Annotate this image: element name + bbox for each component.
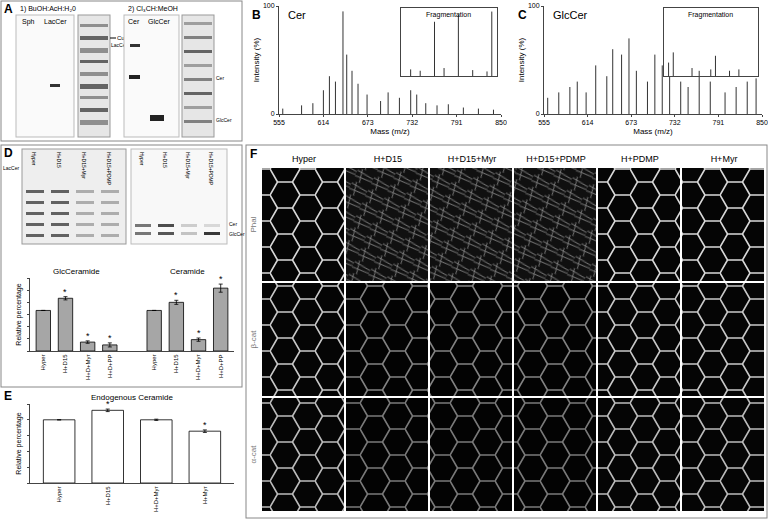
svg-text:Hyper: Hyper: [139, 152, 145, 166]
svg-text:791: 791: [451, 119, 463, 126]
svg-text:*: *: [106, 399, 110, 409]
svg-text:0: 0: [536, 110, 540, 117]
svg-text:H+D+Myr: H+D+Myr: [85, 354, 91, 380]
svg-text:Hyper: Hyper: [151, 354, 157, 370]
svg-text:H+D15+PDMP: H+D15+PDMP: [106, 152, 112, 186]
svg-text:Endogenous Ceramide: Endogenous Ceramide: [91, 393, 173, 402]
svg-text:H+D+Myr: H+D+Myr: [195, 354, 201, 380]
svg-text:LacCer: LacCer: [44, 18, 67, 25]
svg-text:β-cat: β-cat: [249, 330, 258, 349]
svg-text:D: D: [4, 146, 13, 160]
svg-text:Relative percentage: Relative percentage: [15, 412, 23, 474]
svg-text:*: *: [203, 420, 207, 430]
svg-text:GlcCer: GlcCer: [148, 18, 170, 25]
svg-text:Relative percentage: Relative percentage: [15, 283, 23, 345]
svg-text:H+D15: H+D15: [162, 152, 168, 168]
svg-text:H+D+PP: H+D+PP: [107, 354, 113, 378]
svg-text:H+D+PP: H+D+PP: [218, 354, 224, 378]
svg-text:732: 732: [669, 119, 681, 126]
svg-text:Sph: Sph: [22, 18, 35, 26]
svg-text:H+D15+Myr: H+D15+Myr: [81, 152, 87, 179]
svg-text:2) Cl₃CH:MeOH: 2) Cl₃CH:MeOH: [128, 5, 178, 13]
svg-text:GlcCeramide: GlcCeramide: [53, 267, 100, 276]
svg-text:B: B: [252, 8, 261, 22]
svg-text:Intensity (%): Intensity (%): [517, 37, 526, 82]
svg-text:*: *: [174, 290, 178, 300]
svg-text:Hyper: Hyper: [292, 154, 316, 164]
svg-text:H+D+Myr: H+D+Myr: [153, 486, 159, 512]
svg-text:Phal: Phal: [249, 216, 258, 232]
svg-text:H+D15+PDMP: H+D15+PDMP: [526, 154, 586, 164]
svg-text:H+D15+PDMP: H+D15+PDMP: [208, 152, 214, 186]
svg-text:H+D15: H+D15: [105, 486, 111, 506]
svg-text:α-cat: α-cat: [249, 445, 258, 464]
svg-text:H+D15: H+D15: [62, 354, 68, 374]
svg-text:Hyper: Hyper: [31, 152, 37, 166]
svg-text:*: *: [63, 287, 67, 297]
svg-text:0: 0: [271, 110, 275, 117]
svg-text:E: E: [4, 389, 12, 403]
svg-text:H+D15: H+D15: [56, 152, 62, 168]
svg-text:Intensity (%): Intensity (%): [252, 37, 261, 82]
svg-text:732: 732: [406, 119, 418, 126]
svg-text:791: 791: [713, 119, 725, 126]
svg-text:H+D15: H+D15: [374, 154, 402, 164]
svg-text:100: 100: [263, 2, 275, 9]
svg-text:Mass (m/z): Mass (m/z): [370, 127, 410, 136]
svg-text:LacCer: LacCer: [111, 42, 128, 48]
svg-text:614: 614: [318, 119, 330, 126]
svg-text:H+PDMP: H+PDMP: [621, 154, 659, 164]
svg-text:*: *: [86, 331, 90, 341]
svg-text:H+Myr: H+Myr: [711, 154, 738, 164]
svg-text:H+Myr: H+Myr: [202, 486, 208, 504]
svg-text:1) BuOH:AcH:H₂0: 1) BuOH:AcH:H₂0: [20, 5, 76, 13]
svg-text:673: 673: [625, 119, 637, 126]
svg-text:850: 850: [756, 119, 768, 126]
svg-text:LacCer: LacCer: [3, 165, 19, 171]
svg-text:H+D15+Myr: H+D15+Myr: [448, 154, 497, 164]
svg-text:850: 850: [495, 119, 507, 126]
svg-text:F: F: [250, 147, 257, 161]
svg-text:Cut: Cut: [117, 35, 127, 41]
svg-text:Hyper: Hyper: [40, 354, 46, 370]
svg-text:GlcCer: GlcCer: [216, 117, 232, 123]
svg-text:C: C: [518, 8, 527, 22]
svg-text:555: 555: [538, 119, 550, 126]
svg-text:*: *: [108, 333, 112, 343]
svg-text:100: 100: [528, 2, 540, 9]
svg-text:*: *: [197, 328, 201, 338]
svg-text:Cer: Cer: [216, 75, 224, 81]
svg-text:614: 614: [582, 119, 594, 126]
svg-text:Mass (m/z): Mass (m/z): [633, 127, 673, 136]
svg-text:Fragmentation: Fragmentation: [426, 11, 471, 19]
svg-text:A: A: [4, 2, 13, 16]
svg-text:673: 673: [362, 119, 374, 126]
svg-text:GlcCer: GlcCer: [553, 9, 588, 21]
svg-text:Cer: Cer: [128, 18, 140, 25]
svg-text:*: *: [219, 274, 223, 284]
svg-text:Cer: Cer: [229, 221, 237, 227]
svg-text:Hyper: Hyper: [56, 486, 62, 502]
svg-text:GlcCer: GlcCer: [229, 231, 245, 237]
svg-text:Cer: Cer: [288, 9, 306, 21]
svg-text:Ceramide: Ceramide: [170, 267, 205, 276]
svg-text:H+D15: H+D15: [173, 354, 179, 374]
svg-text:555: 555: [273, 119, 285, 126]
svg-text:Fragmentation: Fragmentation: [688, 11, 733, 19]
svg-text:H+D15+Myr: H+D15+Myr: [185, 152, 191, 179]
